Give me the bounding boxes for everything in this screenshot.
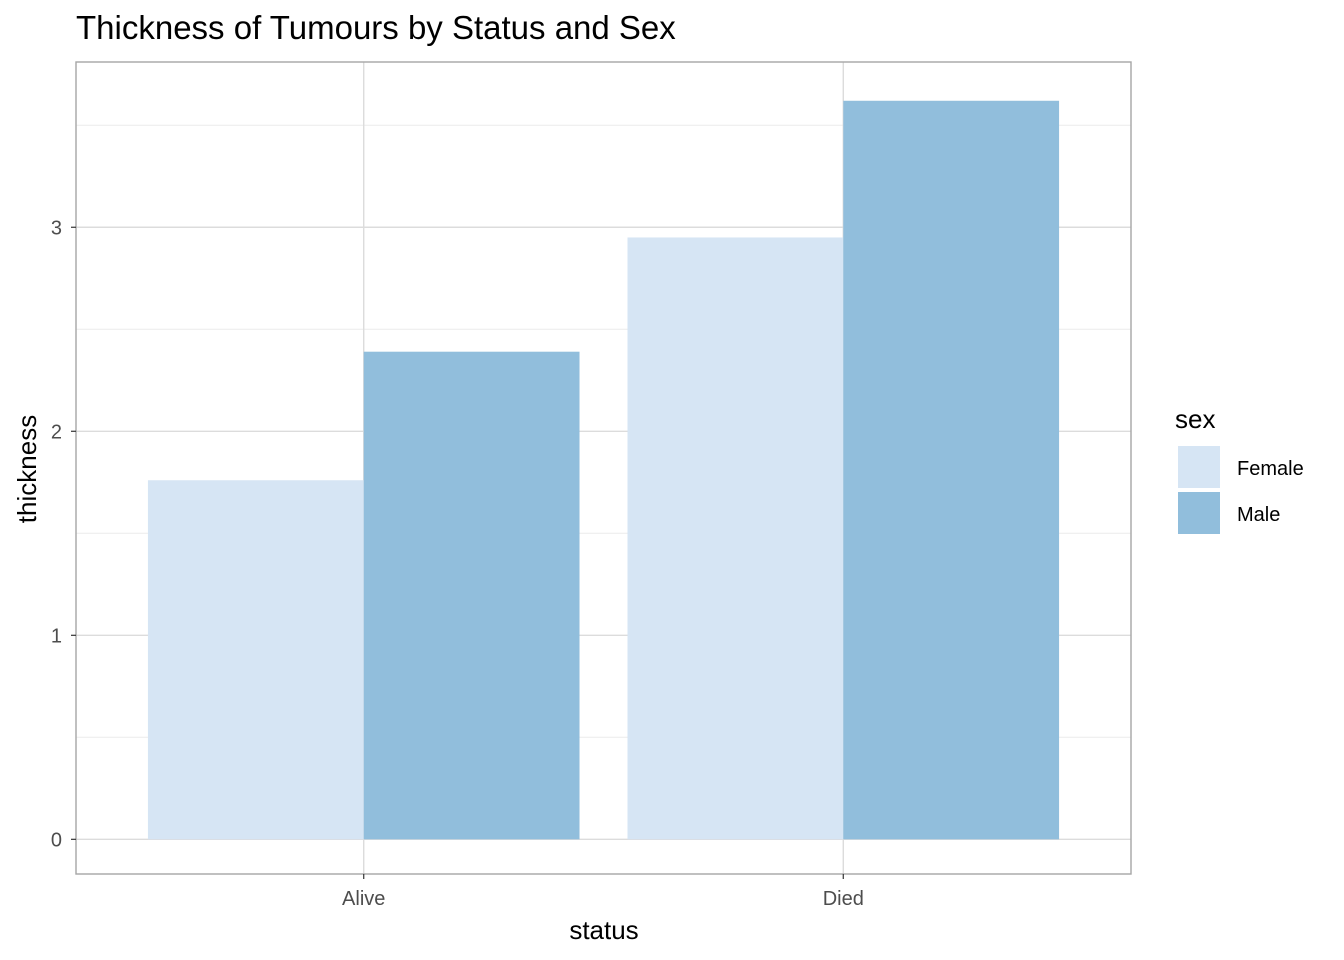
x-tick-label: Died bbox=[823, 888, 864, 910]
bar-alive-male bbox=[363, 351, 580, 840]
legend-key-female bbox=[1178, 446, 1220, 488]
bar-died-male bbox=[843, 100, 1060, 840]
x-tick-label: Alive bbox=[342, 888, 385, 910]
y-tick-label: 3 bbox=[51, 217, 62, 239]
legend-label-male: Male bbox=[1237, 504, 1280, 526]
plot-panel bbox=[75, 61, 1132, 875]
y-axis-ticks: 0 1 2 3 bbox=[51, 217, 76, 851]
y-tick-label: 0 bbox=[51, 829, 62, 851]
panel-border bbox=[75, 61, 1132, 875]
legend-items: Female Male bbox=[1178, 446, 1304, 534]
y-axis-title: thickness bbox=[12, 415, 42, 523]
chart-title: Thickness of Tumours by Status and Sex bbox=[76, 9, 676, 46]
bar-died-female bbox=[627, 237, 844, 840]
x-axis-ticks: Alive Died bbox=[342, 874, 864, 910]
legend-label-female: Female bbox=[1237, 458, 1304, 480]
y-tick-label: 2 bbox=[51, 421, 62, 443]
x-axis-title: status bbox=[569, 915, 638, 945]
y-tick-label: 1 bbox=[51, 625, 62, 647]
bars bbox=[147, 100, 1060, 840]
bar-alive-female bbox=[147, 480, 364, 840]
legend-title: sex bbox=[1175, 404, 1215, 434]
legend-key-male bbox=[1178, 492, 1220, 534]
legend: sex Female Male bbox=[1175, 404, 1304, 534]
